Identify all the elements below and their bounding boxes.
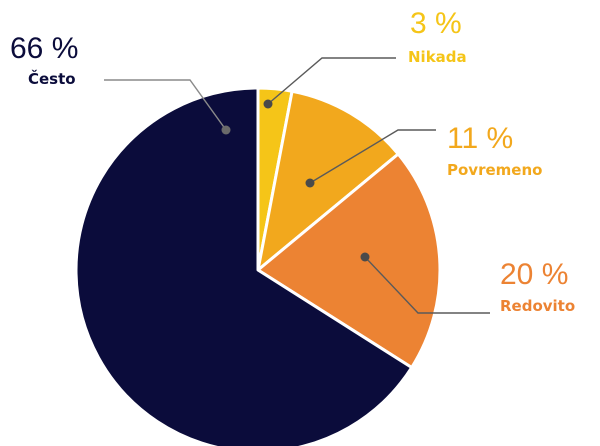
leader-dot-redovito [360, 252, 370, 262]
leader-line-redovito [364, 256, 490, 314]
pie-slice-redovito [256, 152, 442, 370]
value-label-nikada: 3 % [410, 7, 462, 40]
category-label-redovito: Redovito [500, 297, 575, 315]
leader-line-nikada [267, 57, 396, 105]
leader-line--esto [104, 79, 227, 131]
pie-slices [74, 86, 442, 446]
leader-dot-povremeno [305, 178, 315, 188]
leader-dot-nikada [263, 99, 273, 109]
value-label-redovito: 20 % [500, 258, 568, 291]
leader-lines [104, 57, 490, 314]
leader-dot--esto [221, 125, 231, 135]
category-label-nikada: Nikada [408, 48, 467, 66]
pie-slice-povremeno [256, 89, 400, 272]
value-label-cesto: 66 % [10, 32, 78, 65]
category-label-povremeno: Povremeno [447, 161, 542, 179]
leader-line-povremeno [309, 129, 436, 184]
value-label-povremeno: 11 % [447, 122, 513, 155]
pie-slice--esto [74, 86, 414, 446]
category-label-cesto: Često [28, 69, 76, 88]
